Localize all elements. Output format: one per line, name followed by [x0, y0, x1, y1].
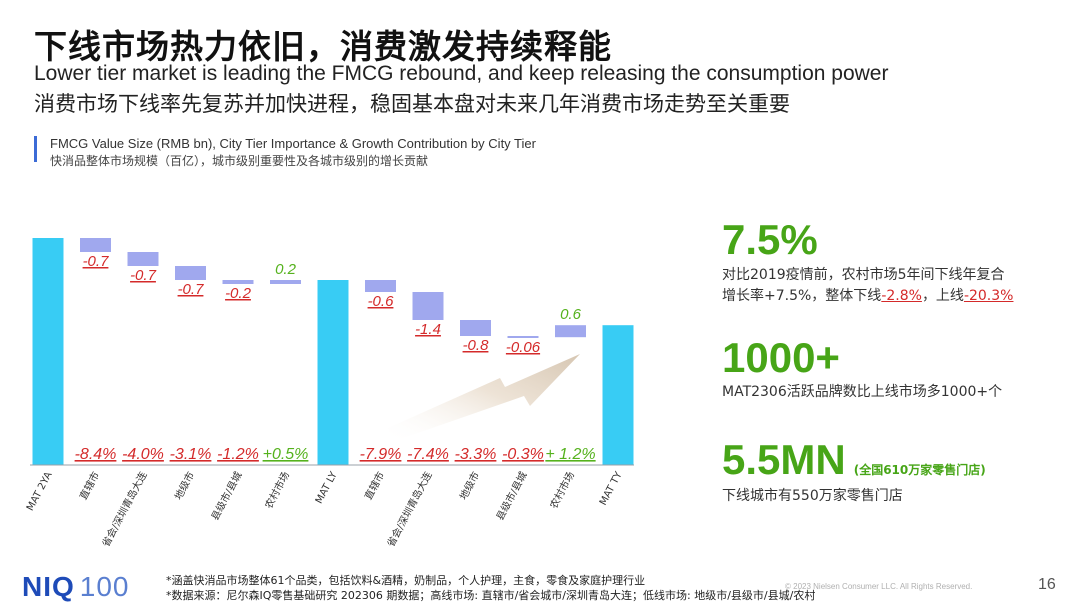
- growth-label-4: -1.2%: [217, 446, 259, 463]
- category-label-0: MAT 2YA: [25, 470, 55, 513]
- niq-logo: NIQ 100: [22, 571, 130, 603]
- stat-1-line2: 增长率+7.5%，整体下线-2.8%，上线-20.3%: [722, 286, 1013, 307]
- bar-3-delta: [175, 266, 206, 280]
- page-number: 16: [1038, 576, 1056, 593]
- stat-1-value: 7.5%: [722, 216, 818, 263]
- category-label-5: 农村市场: [262, 469, 292, 510]
- stat-3-value: 5.5MN: [722, 436, 846, 483]
- category-label-7: 直辖市: [362, 469, 388, 502]
- category-label-4: 县级市/县城: [208, 469, 245, 522]
- bar-11-delta: [555, 325, 586, 338]
- category-label-9: 地级市: [457, 469, 483, 502]
- bar-4-delta: [222, 280, 254, 284]
- growth-label-3: -3.1%: [170, 446, 212, 463]
- growth-label-7: -7.9%: [360, 446, 402, 463]
- copyright: © 2023 Nielsen Consumer LLC. All Rights …: [785, 582, 973, 591]
- stat-1-line2-mid: ，上线: [921, 288, 964, 304]
- footnote-1: *涵盖快消品市场整体61个品类，包括饮料&酒精，奶制品，个人护理，主食，零食及家…: [166, 574, 646, 587]
- logo-number: 100: [79, 571, 130, 602]
- stat-2-value: 1000+: [722, 334, 840, 381]
- growth-label-5: +0.5%: [263, 446, 309, 463]
- delta-label-3: -0.7: [178, 281, 205, 298]
- delta-label-2: -0.7: [130, 267, 157, 284]
- delta-label-5: 0.2: [275, 261, 297, 278]
- stat-1-text: 对比2019疫情前，农村市场5年间下线年复合 增长率+7.5%，整体下线-2.8…: [722, 265, 1013, 307]
- bar-5-delta: [270, 280, 301, 284]
- waterfall-chart: MAT 2YA -0.7 -8.4% 直辖市 -0.7 -4.0% 省会/深圳青岛大连 -0.…: [25, 238, 634, 549]
- page-title: 下线市场热力依旧，消费激发持续释能: [34, 27, 612, 66]
- delta-label-8: -1.4: [415, 321, 441, 338]
- logo-text: NIQ: [22, 571, 75, 602]
- category-label-12: MAT TY: [598, 469, 625, 507]
- trend-arrow: [388, 354, 580, 442]
- page-subtitle-cn: 消费市场下线率先复苏并加快进程，稳固基本盘对未来几年消费市场走势至关重要: [34, 92, 790, 116]
- bar-0-total: [32, 238, 64, 465]
- category-label-1: 直辖市: [77, 469, 103, 502]
- bar-10-delta: [507, 336, 539, 338]
- stat-1-neg-2: -20.3%: [963, 288, 1014, 304]
- delta-label-9: -0.8: [463, 337, 490, 354]
- page-subtitle-en: Lower tier market is leading the FMCG re…: [34, 62, 889, 85]
- stat-2-text: MAT2306活跃品牌数比上线市场多1000+个: [722, 384, 1003, 400]
- growth-label-9: -3.3%: [455, 446, 497, 463]
- bar-2-delta: [127, 252, 159, 266]
- category-label-2: 省会/深圳青岛大连: [99, 469, 150, 549]
- growth-label-10: -0.3%: [502, 446, 544, 463]
- growth-label-11: + 1.2%: [545, 446, 595, 463]
- bar-7-delta: [365, 280, 396, 292]
- delta-label-1: -0.7: [83, 253, 110, 270]
- bar-6-total: [317, 280, 349, 465]
- growth-label-1: -8.4%: [75, 446, 117, 463]
- footnote-2: *数据来源：尼尔森IQ零售基础研究 202306 期数据；高线市场: 直辖市/省…: [166, 589, 816, 602]
- category-label-6: MAT LY: [314, 469, 340, 505]
- stat-1-line2-prefix: 增长率+7.5%，整体下线: [722, 288, 882, 304]
- chart-title-en: FMCG Value Size (RMB bn), City Tier Impo…: [50, 136, 536, 151]
- category-label-11: 农村市场: [547, 469, 577, 510]
- bar-9-delta: [460, 320, 491, 336]
- bar-1-delta: [80, 238, 111, 252]
- bar-12-total: [602, 325, 634, 465]
- category-label-10: 县级市/县城: [493, 469, 530, 522]
- category-label-3: 地级市: [172, 469, 198, 502]
- category-label-8: 省会/深圳青岛大连: [384, 469, 435, 549]
- growth-label-2: -4.0%: [122, 446, 164, 463]
- stat-1-neg-1: -2.8%: [881, 288, 922, 304]
- bar-8-delta: [412, 292, 444, 320]
- delta-label-11: 0.6: [560, 306, 582, 323]
- stat-3-note: (全国610万家零售门店): [853, 463, 986, 478]
- delta-label-7: -0.6: [368, 293, 395, 310]
- stat-3-text: 下线城市有550万家零售门店: [722, 488, 903, 504]
- chart-title-accent-bar: [34, 136, 37, 162]
- stat-1-line1: 对比2019疫情前，农村市场5年间下线年复合: [722, 267, 1005, 283]
- chart-bars: [32, 238, 634, 465]
- delta-label-4: -0.2: [225, 285, 252, 302]
- delta-label-10: -0.06: [506, 339, 541, 356]
- chart-title-cn: 快消品整体市场规模（百亿），城市级别重要性及各城市级别的增长贡献: [50, 154, 429, 168]
- stat-3-header: 5.5MN (全国610万家零售门店): [722, 436, 986, 484]
- growth-label-8: -7.4%: [407, 446, 449, 463]
